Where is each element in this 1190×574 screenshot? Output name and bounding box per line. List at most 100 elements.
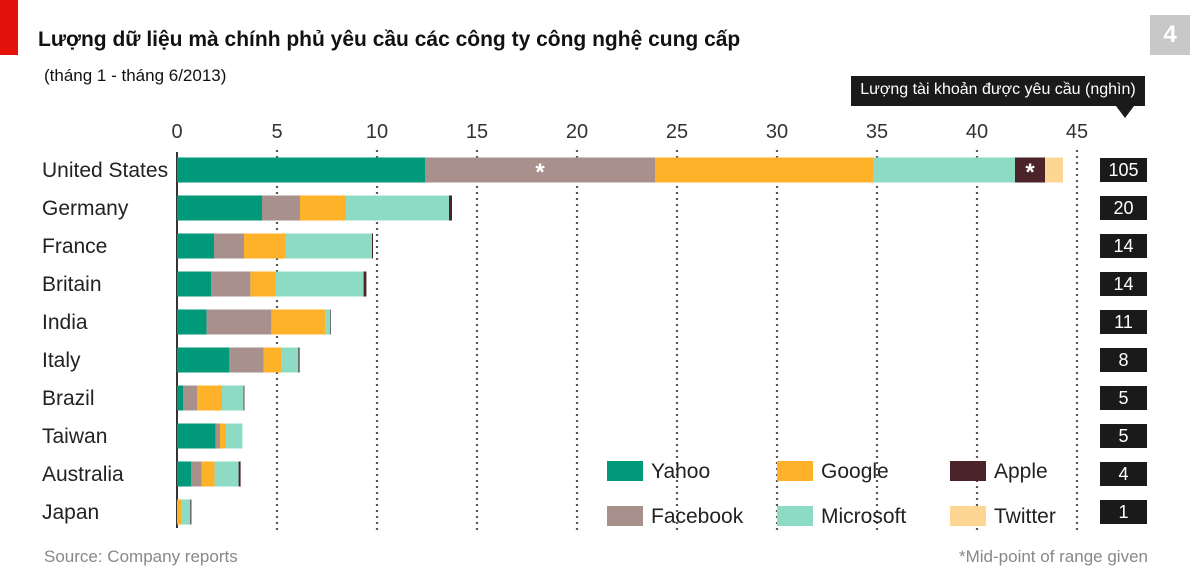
chart-subtitle: (tháng 1 - tháng 6/2013) [44, 66, 227, 85]
legend-item-google: Google [777, 460, 889, 484]
bar-segment-microsoft [222, 385, 244, 411]
bar-segment-google [271, 309, 326, 335]
bar-segment-microsoft [285, 233, 372, 259]
legend-label: Apple [994, 460, 1048, 483]
bar-segment-apple [190, 499, 192, 525]
legend-swatch [777, 506, 813, 526]
bar-segment-yahoo [177, 385, 183, 411]
legend-item-facebook: Facebook [607, 505, 743, 529]
legend-label: Microsoft [821, 505, 907, 528]
bar-segment-microsoft [281, 347, 299, 373]
bar-segment-facebook [229, 347, 264, 373]
bar-segment-facebook [211, 271, 251, 297]
account-count: 105 [1100, 158, 1147, 182]
legend-label: Facebook [651, 505, 744, 528]
bar-segment-apple [243, 385, 245, 411]
legend-swatch [950, 461, 986, 481]
account-count: 5 [1100, 386, 1147, 410]
bar-annotation: * [1025, 159, 1035, 186]
legend-item-microsoft: Microsoft [777, 505, 906, 529]
bar-segment-google [197, 385, 222, 411]
category-label: Japan [42, 501, 99, 524]
bar-segment-facebook [262, 195, 300, 221]
legend-item-apple: Apple [950, 460, 1048, 484]
legend-swatch [607, 506, 643, 526]
bar-segment-microsoft [214, 461, 239, 487]
bar-segment-google [263, 347, 282, 373]
account-count: 8 [1100, 348, 1147, 372]
category-label: Italy [42, 349, 81, 372]
bar-segment-twitter [1045, 157, 1063, 183]
bar-segment-microsoft [275, 271, 364, 297]
bar-segment-apple [372, 233, 373, 259]
bar-segment-yahoo [177, 195, 262, 221]
bar-segment-apple [298, 347, 300, 373]
legend-label: Twitter [994, 505, 1056, 528]
x-tick-label: 5 [271, 121, 282, 143]
bar-segment-yahoo [177, 271, 211, 297]
category-label: United States [42, 159, 168, 182]
category-label: Germany [42, 197, 129, 220]
bar-segment-apple [238, 461, 241, 487]
account-count: 11 [1100, 310, 1147, 334]
bar-segment-apple [363, 271, 367, 297]
x-tick-label: 15 [466, 121, 488, 143]
bar-segment-microsoft [181, 499, 191, 525]
x-tick-label: 20 [566, 121, 588, 143]
bar-segment-yahoo [177, 461, 191, 487]
legend-label: Google [821, 460, 889, 483]
category-label: Brazil [42, 387, 95, 410]
bar-segment-google [655, 157, 873, 183]
bar-segment-facebook [425, 157, 655, 183]
account-count: 1 [1100, 500, 1147, 524]
category-label: Taiwan [42, 425, 107, 448]
bar-segment-microsoft [346, 195, 449, 221]
category-label: Australia [42, 463, 124, 486]
bar-segment-facebook [214, 233, 244, 259]
category-label: Britain [42, 273, 102, 296]
bar-segment-yahoo [177, 157, 425, 183]
page-number: 4 [1150, 15, 1190, 55]
bar-segment-microsoft [226, 423, 243, 449]
bar-segment-google [201, 461, 215, 487]
bar-segment-yahoo [177, 309, 207, 335]
account-count: 4 [1100, 462, 1147, 486]
x-tick-label: 45 [1066, 121, 1088, 143]
bar-segment-yahoo [177, 233, 214, 259]
category-label: India [42, 311, 88, 334]
bar-segment-microsoft [873, 157, 1015, 183]
chart-title: Lượng dữ liệu mà chính phủ yêu cầu các c… [38, 28, 741, 51]
bar-segment-apple [1015, 157, 1045, 183]
bar-segment-google [177, 499, 181, 525]
bar-segment-yahoo [177, 347, 230, 373]
bar-segment-microsoft [325, 309, 331, 335]
source-note: Source: Company reports [44, 547, 238, 566]
bar-segment-google [300, 195, 346, 221]
category-label: France [42, 235, 107, 258]
x-tick-label: 40 [966, 121, 988, 143]
bar-segment-facebook [183, 385, 197, 411]
x-tick-label: 30 [766, 121, 788, 143]
bar-segment-google [250, 271, 276, 297]
bar-annotation: * [535, 159, 545, 186]
bar-segment-google [220, 423, 226, 449]
legend-item-yahoo: Yahoo [607, 460, 710, 484]
footnote: *Mid-point of range given [958, 547, 1148, 566]
legend-swatch [777, 461, 813, 481]
brand-red-bar [0, 0, 18, 55]
x-tick-label: 10 [366, 121, 388, 143]
legend-swatch [950, 506, 986, 526]
x-tick-label: 0 [171, 121, 182, 143]
legend-swatch [607, 461, 643, 481]
account-count: 5 [1100, 424, 1147, 448]
bar-segment-apple [449, 195, 452, 221]
legend-label: Yahoo [651, 460, 711, 483]
bar-segment-google [244, 233, 285, 259]
account-count: 20 [1100, 196, 1147, 220]
legend-item-twitter: Twitter [950, 505, 1056, 529]
bar-segment-facebook [215, 423, 220, 449]
bar-segment-facebook [191, 461, 202, 487]
x-tick-label: 35 [866, 121, 888, 143]
